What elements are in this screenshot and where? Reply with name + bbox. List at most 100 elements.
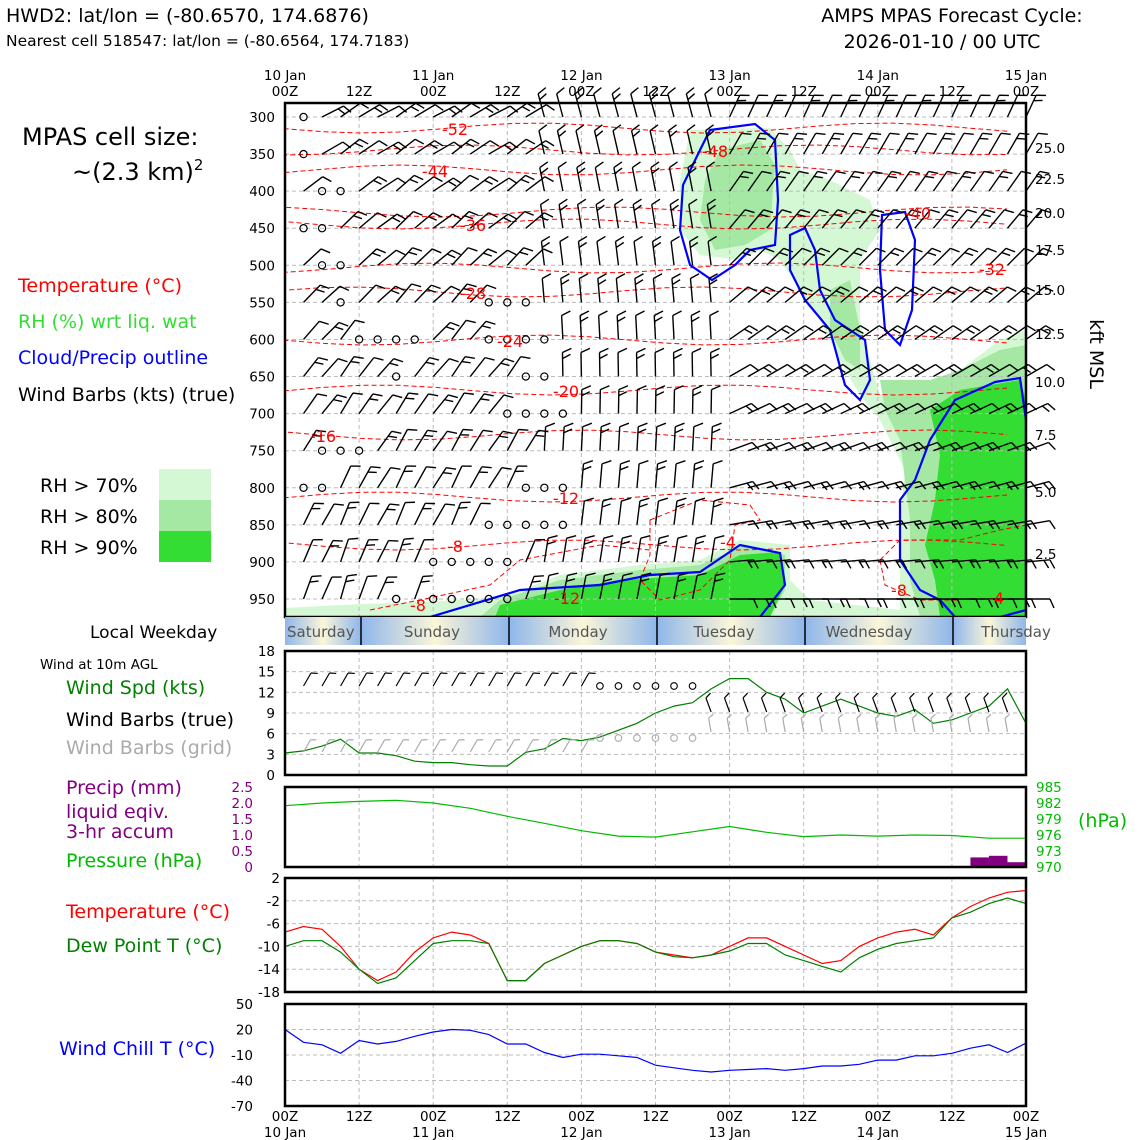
wind-barb-staff (896, 519, 921, 526)
wind-barb-grid (488, 739, 502, 753)
calm-wind-circle (391, 372, 401, 381)
wind-barb-flag (649, 124, 659, 132)
wind-barb-flag (711, 428, 721, 434)
legend-rh70: RH > 70% (40, 475, 138, 497)
wind-barb (613, 161, 623, 192)
wind-barb-flag (965, 170, 976, 175)
barb-flag (872, 692, 878, 699)
wind-barb-flag (470, 138, 480, 145)
wind-barb-staff (562, 538, 568, 563)
wind-barb-flag (668, 124, 677, 132)
wind-barb (539, 161, 549, 192)
wind-barb-flag (714, 578, 724, 583)
temperature-panel: 2-2-6-10-14-18 (258, 871, 1028, 1001)
wind-barb (914, 363, 945, 378)
calm-wind-circle (299, 112, 308, 122)
wind-barb-staff (395, 429, 409, 452)
wind-barb (1025, 402, 1056, 415)
wind-barb-flag (452, 177, 462, 185)
wind-barb (747, 363, 778, 378)
wind-barb-staff (877, 171, 893, 192)
wind-barb (358, 466, 381, 489)
barb-staff (893, 718, 897, 733)
wind-barb-flag (937, 520, 945, 530)
barb-staff (985, 718, 990, 733)
wind-barb (688, 198, 698, 229)
wind-barb-staff (840, 94, 852, 118)
wind-barb (877, 132, 900, 155)
wind-barb (705, 161, 715, 192)
dewpoint-line (284, 897, 1027, 985)
wind-barb-flag (467, 247, 478, 252)
wind-barb-staff (914, 480, 939, 489)
wind-barb-flag (892, 328, 901, 335)
wind-barb (766, 325, 796, 341)
wind-barb-flag (693, 422, 704, 428)
wind-barb-staff (451, 429, 464, 452)
calm-wind-circle (336, 186, 345, 196)
wind-barb-staff (988, 441, 1012, 452)
tick-label-hpa: 800 (249, 481, 275, 497)
wind-barb-flag (841, 325, 851, 332)
wind-barb-flag (372, 252, 381, 257)
wind-barb-staff (951, 286, 971, 303)
wind-barb-flag (959, 99, 969, 102)
wind-barb-staff (451, 211, 470, 229)
wind-barb (877, 363, 907, 378)
wind-barb (506, 102, 536, 118)
wind-barb-staff (669, 204, 675, 229)
wind-barb-flag (930, 209, 940, 214)
barb-staff (377, 672, 386, 687)
wind-barb-flag (842, 363, 852, 371)
wind-barb-flag (853, 251, 863, 257)
wind-barb-flag (877, 286, 887, 292)
barb-flag (551, 672, 559, 675)
wind-barb (321, 141, 352, 155)
wind-barb-flag (562, 353, 571, 360)
wind-barb (710, 572, 726, 600)
wind-barb (766, 247, 794, 266)
wind-barb (840, 94, 861, 118)
wind-barb (432, 177, 462, 192)
temperature-contour (369, 544, 651, 611)
wind-barb-10m (760, 692, 768, 713)
wind-barb (673, 534, 688, 563)
wind-barb-staff (932, 247, 951, 266)
wind-barb-flag (737, 99, 747, 102)
wind-barb-flag (333, 503, 344, 506)
wind-barb-flag (751, 441, 760, 451)
wind-barb-flag (620, 459, 631, 465)
wind-barb (339, 465, 361, 489)
wind-barb-staff (858, 286, 879, 303)
wind-barb-staff (340, 319, 356, 340)
wind-barb-grid (469, 739, 484, 753)
wind-barb-staff (689, 278, 694, 303)
wind-barb-flag (779, 251, 789, 257)
wind-barb-staff (339, 502, 351, 526)
wind-barb-staff (858, 325, 880, 341)
barb-flag (726, 713, 732, 719)
wind-barb-staff (580, 463, 585, 488)
wind-barb-flag (1036, 94, 1047, 97)
tick-label-pressure: 973 (1036, 844, 1062, 860)
cloud-outline-path (878, 210, 917, 348)
wind-barb-flag (990, 363, 1000, 371)
wind-barb (951, 519, 982, 530)
wind-barb-staff (840, 363, 862, 378)
wind-barb (710, 459, 723, 488)
barb-flag (459, 672, 466, 675)
wind-barb-flag (444, 398, 454, 403)
wind-barb-flag (318, 356, 329, 361)
wind-barb-flag (907, 213, 917, 218)
wind-barb-flag (615, 235, 625, 243)
wind-barb-flag (500, 362, 510, 367)
wind-barb-flag (612, 124, 622, 132)
wind-barb-staff (988, 286, 1008, 303)
wind-barb-staff (358, 212, 378, 229)
wind-barb-grid (948, 713, 955, 733)
wind-barb-staff (951, 363, 974, 378)
barb-flag (946, 692, 952, 699)
wind-barb (597, 310, 608, 340)
wind-barb-flag (783, 247, 794, 253)
